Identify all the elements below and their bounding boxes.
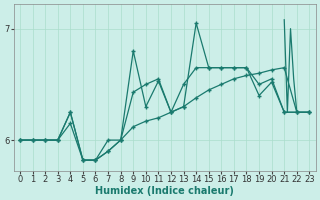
X-axis label: Humidex (Indice chaleur): Humidex (Indice chaleur) [95,186,234,196]
